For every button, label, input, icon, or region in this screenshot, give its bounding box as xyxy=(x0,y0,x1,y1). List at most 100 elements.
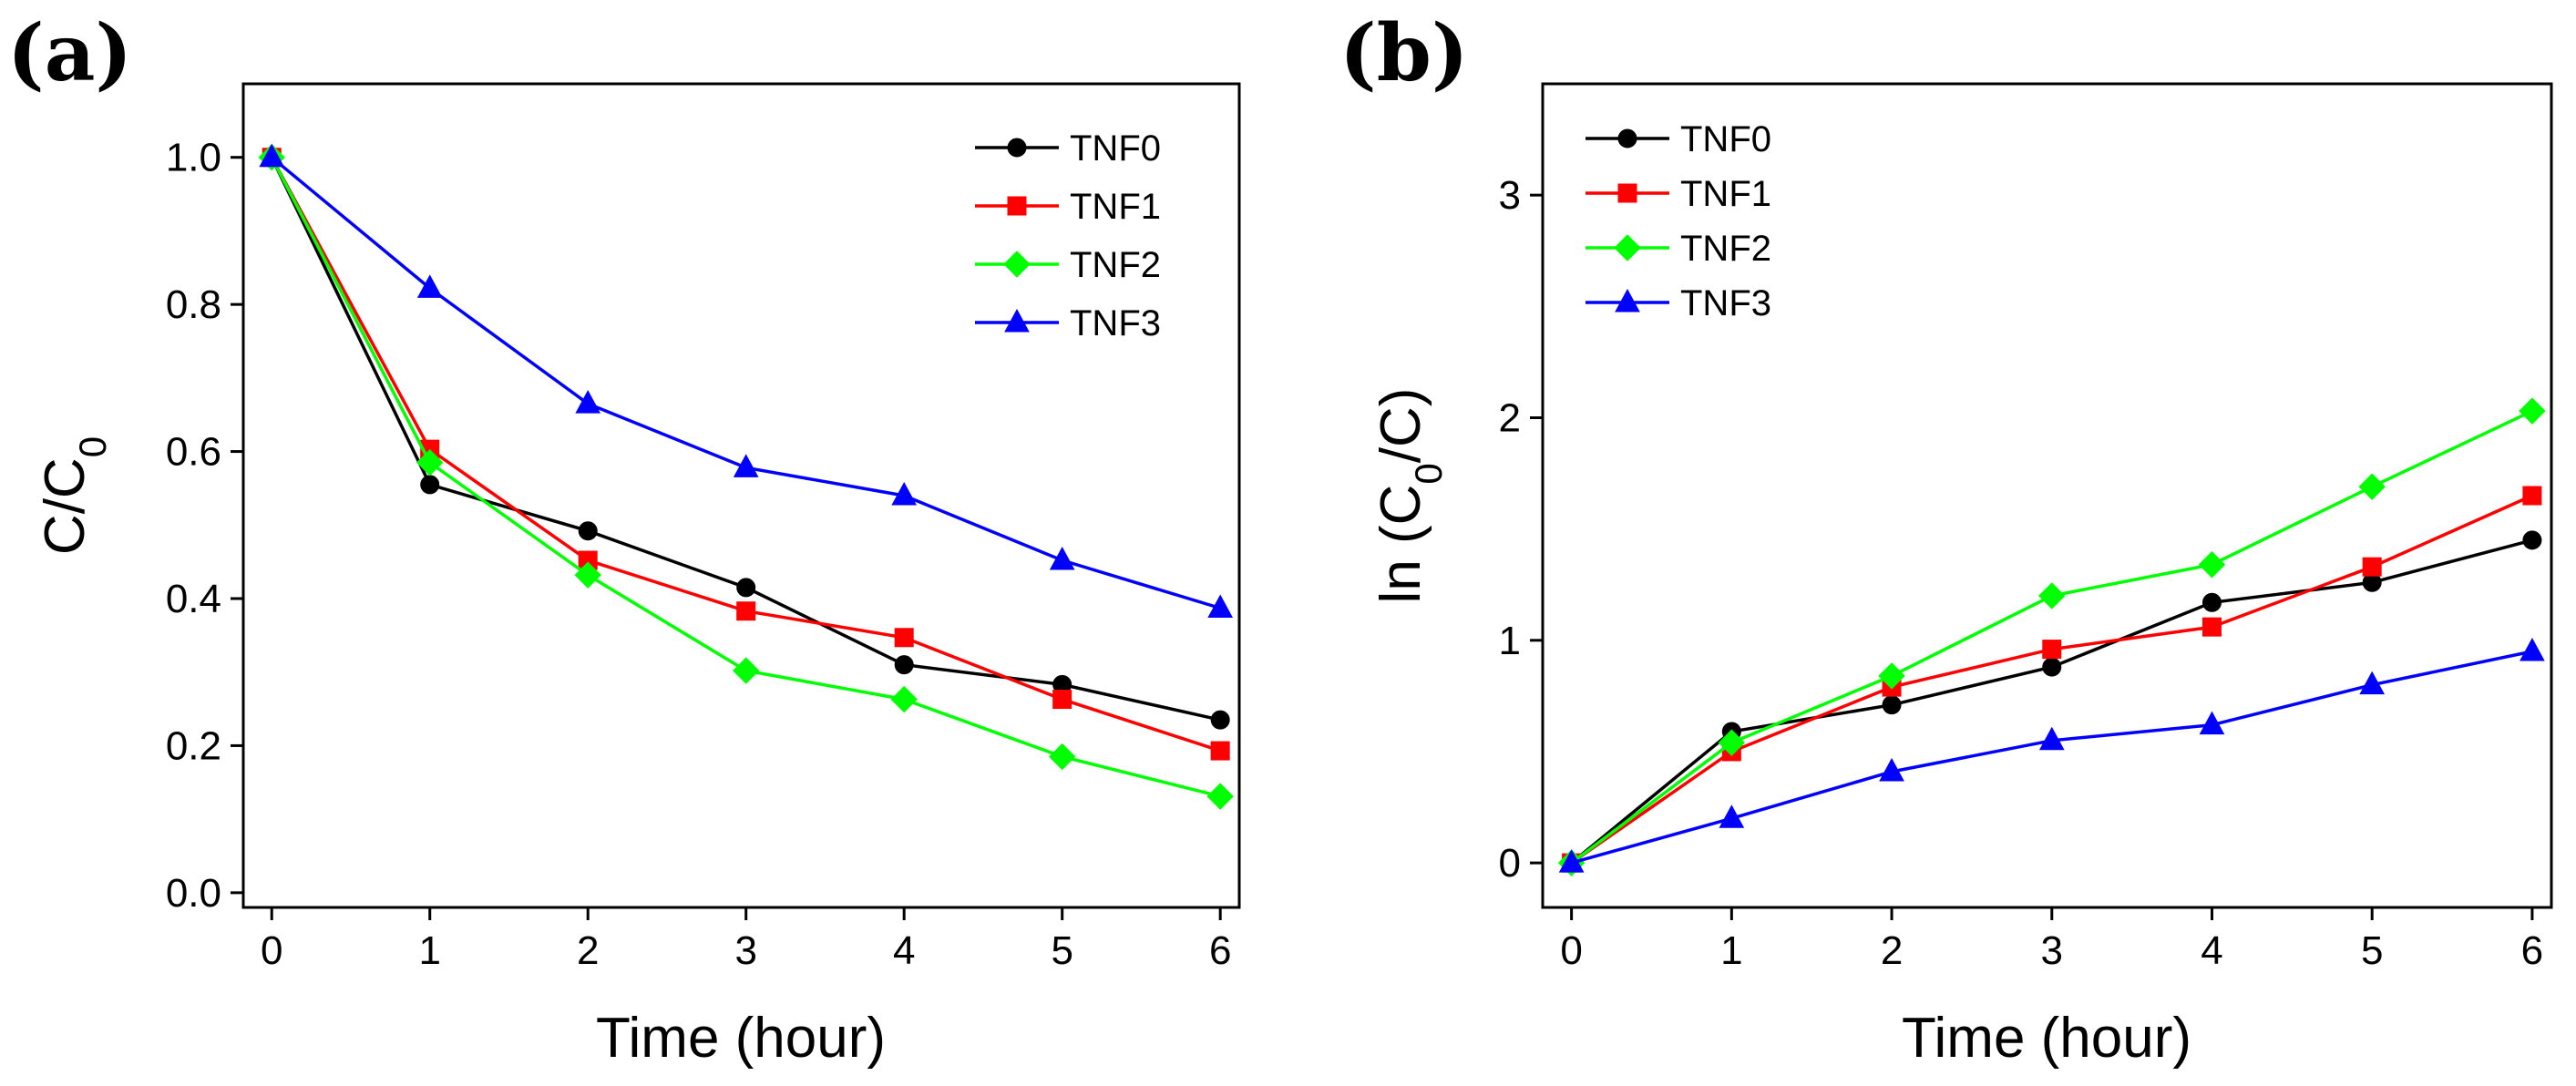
panel-b-x-tick-label: 5 xyxy=(2361,928,2383,973)
panel-b-tnf3-point xyxy=(2359,671,2386,695)
panel-a-x-tick-label: 0 xyxy=(261,928,282,973)
panel-b-chart: (b) 0 1 2 3 4 5 6 0 1 2 3 TNF0 TNF1 TNF2 TNF3 Time (… xyxy=(1339,7,2553,1070)
panel-a-y-tick-label: 0.0 xyxy=(166,871,221,916)
panel-a-label: (a) xyxy=(7,7,132,99)
panel-b-tnf0-point xyxy=(2201,592,2222,612)
panel-a-series xyxy=(258,143,1234,810)
panel-b-x-tick-label: 1 xyxy=(1720,928,1742,973)
panel-a-tnf0-line xyxy=(270,156,1221,722)
panel-b-x-tick-label: 6 xyxy=(2521,928,2543,973)
panel-a-y-tick-label: 0.4 xyxy=(166,577,221,621)
panel-b-legend-tnf0-marker xyxy=(1617,128,1637,149)
panel-a-tnf0-point xyxy=(894,655,914,675)
panel-b-x-tick-label: 0 xyxy=(1560,928,1582,973)
panel-b-y-ticks: 0 1 2 3 xyxy=(1499,173,1543,886)
panel-a-tnf0-point xyxy=(578,521,598,541)
panel-a-tnf2-point xyxy=(416,448,444,476)
panel-b-y-tick-label: 2 xyxy=(1499,395,1521,440)
panel-b-tnf0-point xyxy=(1882,695,1902,715)
panel-a-tnf3-point xyxy=(1049,546,1075,570)
panel-b-y-tick-label: 3 xyxy=(1499,173,1521,218)
panel-a-x-ticks: 0 1 2 3 4 5 6 xyxy=(261,907,1231,973)
panel-b-tnf2-point xyxy=(2198,551,2226,579)
panel-a-tnf3-point xyxy=(575,390,601,414)
panel-a-tnf1-point xyxy=(736,601,756,621)
panel-b-tnf0-point xyxy=(2042,657,2062,677)
panel-b-tnf0-point xyxy=(2522,530,2542,550)
panel-a-legend-tnf1-marker xyxy=(1007,196,1027,216)
panel-b-tnf1-point xyxy=(2201,617,2222,637)
panel-a-legend-tnf3-marker xyxy=(1004,308,1030,333)
panel-a-tnf3-point xyxy=(416,274,443,298)
panel-a-x-tick-label: 2 xyxy=(577,928,599,973)
panel-b-x-tick-label: 4 xyxy=(2201,928,2222,973)
panel-a-tnf2-point xyxy=(574,561,601,589)
panel-b-legend-tnf1-marker xyxy=(1617,183,1637,203)
panel-a-y-tick-label: 1.0 xyxy=(166,136,221,180)
panel-b-label: (b) xyxy=(1339,7,1469,99)
panel-b-legend-tnf2-marker xyxy=(1614,234,1641,261)
panel-a-tnf3-point xyxy=(1207,594,1234,618)
panel-a-x-tick-label: 3 xyxy=(734,928,756,973)
panel-b-tnf2-line xyxy=(1570,409,2533,865)
panel-a-tnf0-point xyxy=(1210,710,1230,730)
panel-b-x-tick-label: 2 xyxy=(1881,928,1903,973)
panel-a-tnf2-point xyxy=(1048,743,1076,771)
panel-a-tnf2-point xyxy=(890,685,918,713)
panel-b-legend-tnf0-label: TNF0 xyxy=(1680,119,1771,159)
panel-b-series xyxy=(1557,397,2546,876)
panel-a-x-tick-label: 4 xyxy=(893,928,915,973)
panel-a-plot-frame xyxy=(241,82,1241,909)
panel-b-tnf3-line xyxy=(1571,650,2533,865)
panel-b-tnf2-point xyxy=(2358,473,2386,500)
panel-b-tnf3-point xyxy=(2520,637,2545,661)
panel-a-x-tick-label: 5 xyxy=(1051,928,1072,973)
panel-b-y-tick-label: 1 xyxy=(1499,619,1521,663)
panel-b-legend-tnf1-label: TNF1 xyxy=(1680,174,1771,214)
panel-a-legend: TNF0 TNF1 TNF2 TNF3 xyxy=(975,128,1161,343)
panel-b-tnf3-point xyxy=(2199,711,2225,735)
panel-a-x-tick-label: 1 xyxy=(418,928,440,973)
panel-a-x-axis-title: Time (hour) xyxy=(596,1007,886,1070)
panel-a-y-ticks: 0.0 0.2 0.4 0.6 0.8 1.0 xyxy=(166,136,243,916)
panel-a-legend-tnf2-marker xyxy=(1003,251,1031,278)
panel-a-legend-tnf3-label: TNF3 xyxy=(1070,303,1161,343)
panel-a-tnf1-point xyxy=(1210,741,1230,761)
panel-a-y-tick-label: 0.8 xyxy=(166,282,221,327)
panel-a-y-axis-title: C/C0 xyxy=(34,436,114,555)
panel-b-legend-tnf3-marker xyxy=(1615,288,1640,312)
panel-a-tnf2-point xyxy=(732,657,760,684)
panel-b-y-tick-label: 0 xyxy=(1499,841,1521,886)
panel-b-tnf1-line xyxy=(1570,494,2533,865)
panel-b-tnf3-point xyxy=(1719,804,1745,828)
panel-a-x-tick-label: 6 xyxy=(1209,928,1231,973)
panel-b-x-axis-title: Time (hour) xyxy=(1902,1007,2191,1070)
panel-a-tnf2-point xyxy=(1206,783,1234,810)
panel-a-tnf0-point xyxy=(736,578,756,598)
panel-b-tnf3-point xyxy=(1558,849,1585,873)
panel-b-tnf3-point xyxy=(1879,757,1904,782)
panel-a-tnf3-point xyxy=(891,481,918,506)
panel-a-y-tick-label: 0.2 xyxy=(166,723,221,768)
panel-a-tnf1-point xyxy=(1052,690,1072,710)
panel-a-legend-tnf0-marker xyxy=(1007,138,1027,158)
panel-b-legend-tnf3-label: TNF3 xyxy=(1680,283,1771,323)
panel-a-tnf0-point xyxy=(420,475,440,495)
panel-b-legend-tnf2-label: TNF2 xyxy=(1680,229,1771,269)
panel-b-tnf3-point xyxy=(2038,726,2065,751)
panel-a-legend-tnf0-label: TNF0 xyxy=(1070,128,1161,169)
panel-b-x-tick-label: 3 xyxy=(2041,928,2063,973)
panel-b-tnf1-point xyxy=(2042,640,2062,660)
panel-a-legend-tnf1-label: TNF1 xyxy=(1070,187,1161,227)
panel-b-y-axis-title: ln (C0/C) xyxy=(1370,388,1450,604)
panel-b-legend: TNF0 TNF1 TNF2 TNF3 xyxy=(1586,119,1771,323)
panel-b-tnf1-point xyxy=(2362,557,2382,577)
panel-a-tnf3-point xyxy=(733,454,759,477)
panel-a-legend-tnf2-label: TNF2 xyxy=(1070,245,1161,285)
panel-b-tnf1-point xyxy=(2522,486,2542,506)
panel-b-tnf2-point xyxy=(1878,662,1905,690)
panel-b-plot-frame xyxy=(1541,82,2553,909)
panel-b-x-ticks: 0 1 2 3 4 5 6 xyxy=(1560,907,2543,973)
